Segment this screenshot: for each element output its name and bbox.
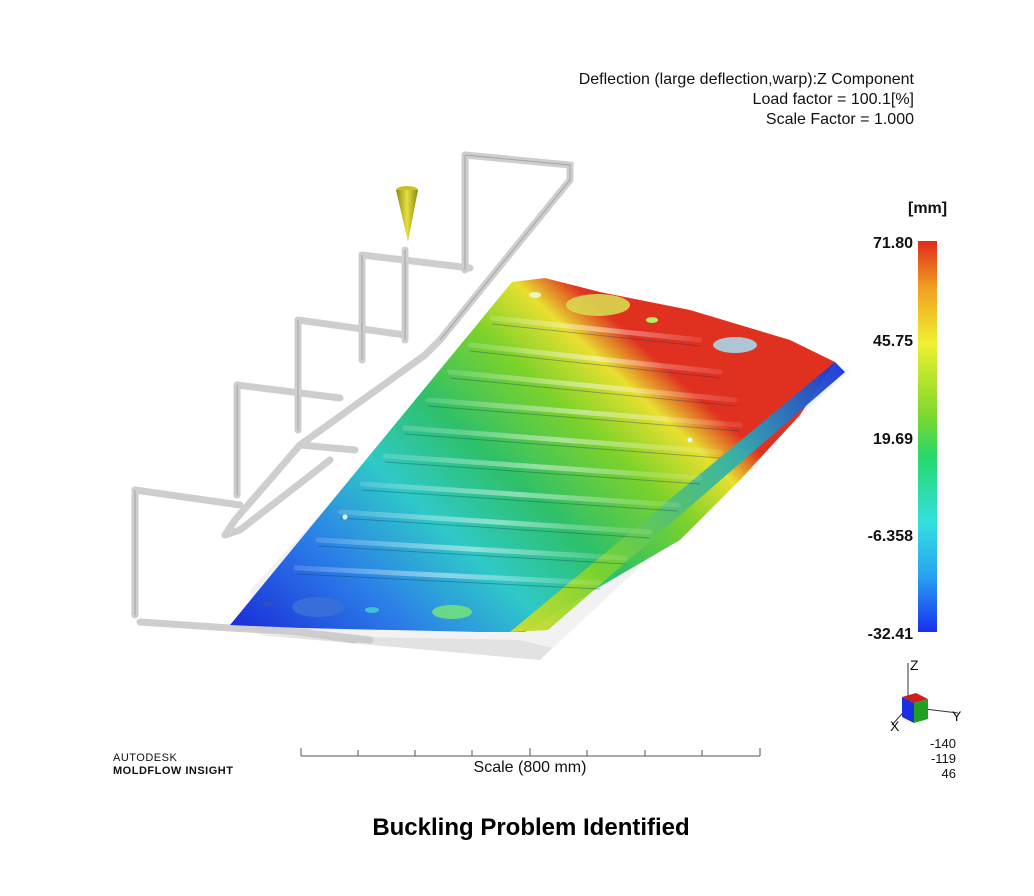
brand-line-1: AUTODESK xyxy=(113,752,178,764)
color-legend-bar xyxy=(918,241,937,632)
injection-cone-icon xyxy=(396,186,418,242)
axis-y-label: Y xyxy=(952,708,962,724)
scale-ruler xyxy=(300,748,761,757)
scale-factor: Scale Factor = 1.000 xyxy=(765,111,914,128)
rib-shadows xyxy=(295,323,741,590)
legend-label-3: 19.69 xyxy=(872,431,913,448)
orientation-triad-icon[interactable]: Z Y X xyxy=(870,655,970,740)
view-coord-2: -119 xyxy=(930,751,956,766)
deformed-part[interactable] xyxy=(230,278,845,632)
legend-unit: [mm] xyxy=(908,200,948,217)
view-coord-1: -140 xyxy=(929,736,956,751)
boss-features xyxy=(263,292,757,619)
brand-line-2: MOLDFLOW INSIGHT xyxy=(113,765,234,777)
legend-label-max: 71.80 xyxy=(872,235,913,252)
axis-z-label: Z xyxy=(910,657,919,673)
rib-pattern xyxy=(293,315,743,586)
runner-highlights xyxy=(134,154,571,615)
view-coord-3: 46 xyxy=(941,766,956,781)
legend-label-2: 45.75 xyxy=(872,333,913,350)
figure-caption: Buckling Problem Identified xyxy=(372,814,690,841)
load-factor: Load factor = 100.1[%] xyxy=(752,91,914,108)
brand-logo: AUTODESK MOLDFLOW INSIGHT xyxy=(113,752,233,778)
legend-label-4: -6.358 xyxy=(867,528,913,545)
scale-label: Scale (800 mm) xyxy=(473,759,587,776)
result-header: Deflection (large deflection,warp):Z Com… xyxy=(579,70,914,130)
result-title: Deflection (large deflection,warp):Z Com… xyxy=(578,71,914,88)
legend-label-min: -32.41 xyxy=(867,626,913,643)
axis-x-label: X xyxy=(890,718,900,734)
